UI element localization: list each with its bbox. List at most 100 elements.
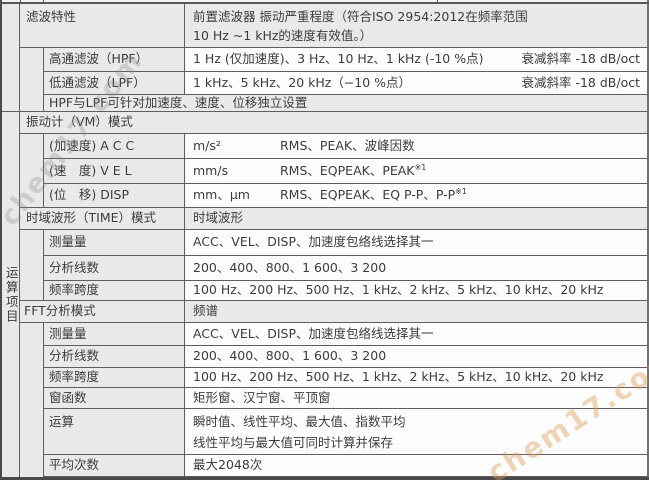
fft-calc-value-line1: 瞬时值、线性平均、最大值、指数平均 <box>193 413 406 429</box>
time-title-cell: 时域波形（TIME）模式 <box>20 208 185 230</box>
vm-acc-unit: m/s² <box>193 137 221 153</box>
time-span-value-cell: 100 Hz、200 Hz、500 Hz、1 kHz、2 kHz、5 kHz、1… <box>185 281 647 301</box>
fft-meas-label: 测量量 <box>49 325 87 341</box>
vm-disp-value-text: RMS、EQPEAK、EQ P-P、P-P <box>280 187 456 203</box>
hpf-value: 1 Hz (仅加速度)、3 Hz、10 Hz、1 kHz (-10 %点) <box>193 51 484 67</box>
fft-window-value: 矩形窗、汉宁窗、平顶窗 <box>193 389 331 405</box>
filter-note-cell: HPF与LPF可针对加速度、速度、位移独立设置 <box>44 95 647 112</box>
fft-title-value: 频谱 <box>193 303 219 319</box>
vm-title: 振动计（VM）模式 <box>26 114 133 130</box>
top-sliver-stub <box>20 0 21 2</box>
vm-disp-value-cell: mm、µm RMS、EQPEAK、EQ P-P、P-P※1 <box>185 184 647 208</box>
time-span-label: 频率跨度 <box>49 282 100 298</box>
time-span-value: 100 Hz、200 Hz、500 Hz、1 kHz、2 kHz、5 kHz、1… <box>193 282 604 298</box>
filter-desc-line2: 10 Hz ~1 kHz的速度有效值。） <box>193 27 373 43</box>
frame-right <box>647 0 649 480</box>
fft-span-label-cell: 频率跨度 <box>44 368 185 388</box>
top-sliver <box>2 0 647 2</box>
time-meas-value: ACC、VEL、DISP、加速度包络线选择其一 <box>193 234 434 250</box>
fft-title-value-cell: 频谱 <box>185 301 647 323</box>
vm-disp-label: (位 移) DISP <box>49 187 130 203</box>
fft-title-cell: FFT分析模式 <box>20 301 185 323</box>
hpf-label: 高通滤波（HPF） <box>49 51 149 67</box>
fft-lines-label: 分析线数 <box>49 348 100 364</box>
vm-acc-value: RMS、PEAK、波峰因数 <box>280 137 415 153</box>
vm-disp-unit: mm、µm <box>193 187 250 203</box>
time-title-value: 时域波形 <box>193 210 244 226</box>
top-border <box>0 2 649 4</box>
vm-acc-label-cell: (加速度) A C C <box>44 134 185 159</box>
fft-window-label: 窗函数 <box>49 389 87 405</box>
fft-lines-value: 200、400、800、1 600、3 200 <box>193 348 387 364</box>
filter-title: 滤波特性 <box>26 9 77 24</box>
vm-disp-value: RMS、EQPEAK、EQ P-P、P-P※1 <box>280 188 467 202</box>
filter-desc-line1: 前置滤波器 振动严重程度（符合ISO 2954:2012在频率范围 <box>193 8 528 24</box>
time-indent <box>20 230 44 301</box>
frame-left <box>0 0 2 480</box>
vm-acc-value-text: RMS、PEAK、波峰因数 <box>280 137 415 153</box>
fft-meas-value: ACC、VEL、DISP、加速度包络线选择其一 <box>193 325 434 341</box>
vm-acc-value-cell: m/s² RMS、PEAK、波峰因数 <box>185 134 647 159</box>
lpf-label-cell: 低通滤波（LPF） <box>44 72 185 95</box>
lpf-value-cell: 1 kHz、5 kHz、20 kHz（−10 %点） 衰减斜率 -18 dB/o… <box>185 72 647 95</box>
fft-span-value-cell: 100 Hz、200 Hz、500 Hz、1 kHz、2 kHz、5 kHz、1… <box>185 368 647 388</box>
time-lines-label-cell: 分析线数 <box>44 256 185 281</box>
fft-lines-label-cell: 分析线数 <box>44 346 185 368</box>
filter-desc-cell: 前置滤波器 振动严重程度（符合ISO 2954:2012在频率范围 10 Hz … <box>185 4 647 48</box>
fft-avg-label: 平均次数 <box>49 457 100 473</box>
fft-indent <box>20 323 44 477</box>
time-lines-value-cell: 200、400、800、1 600、3 200 <box>185 256 647 281</box>
category-cell-empty <box>2 4 20 112</box>
lpf-value: 1 kHz、5 kHz、20 kHz（−10 %点） <box>193 74 412 90</box>
lpf-slope: 衰减斜率 -18 dB/oct <box>521 74 640 90</box>
filter-indent <box>20 48 44 112</box>
fft-calc-value-cell: 瞬时值、线性平均、最大值、指数平均 线性平均与最大值可同时计算并保存 <box>185 409 647 455</box>
fft-meas-label-cell: 测量量 <box>44 323 185 346</box>
vm-disp-label-cell: (位 移) DISP <box>44 184 185 208</box>
vm-vel-value-text: RMS、EQPEAK、PEAK <box>280 162 415 178</box>
time-span-label-cell: 频率跨度 <box>44 281 185 301</box>
fft-lines-value-cell: 200、400、800、1 600、3 200 <box>185 346 647 368</box>
fft-window-label-cell: 窗函数 <box>44 388 185 409</box>
vm-vel-label-cell: (速 度) V E L <box>44 159 185 184</box>
hpf-label-cell: 高通滤波（HPF） <box>44 48 185 72</box>
vm-vel-label: (速 度) V E L <box>49 162 132 178</box>
vm-title-cell: 振动计（VM）模式 <box>20 112 647 134</box>
fft-avg-value: 最大2048次 <box>193 457 263 473</box>
fft-calc-label: 运算 <box>49 414 75 429</box>
category-label: 运算项目 <box>3 265 19 324</box>
filter-note: HPF与LPF可针对加速度、速度、位移独立设置 <box>49 95 308 110</box>
filter-title-cell: 滤波特性 <box>20 4 185 48</box>
time-lines-label: 分析线数 <box>49 259 100 275</box>
top-sliver-stub <box>43 0 44 2</box>
time-meas-value-cell: ACC、VEL、DISP、加速度包络线选择其一 <box>185 230 647 256</box>
fft-avg-label-cell: 平均次数 <box>44 455 185 477</box>
fft-avg-value-cell: 最大2048次 <box>185 455 647 477</box>
time-title: 时域波形（TIME）模式 <box>26 210 157 226</box>
vm-vel-unit: mm/s <box>193 162 229 178</box>
fft-meas-value-cell: ACC、VEL、DISP、加速度包络线选择其一 <box>185 323 647 346</box>
vm-vel-sup: ※1 <box>414 162 427 172</box>
vm-disp-sup: ※1 <box>455 187 467 197</box>
fft-window-value-cell: 矩形窗、汉宁窗、平顶窗 <box>185 388 647 409</box>
hpf-value-cell: 1 Hz (仅加速度)、3 Hz、10 Hz、1 kHz (-10 %点) 衰减… <box>185 48 647 72</box>
time-meas-label-cell: 测量量 <box>44 230 185 256</box>
fft-calc-label-cell: 运算 <box>44 409 185 455</box>
lpf-label: 低通滤波（LPF） <box>49 74 146 90</box>
fft-span-label: 频率跨度 <box>49 369 100 385</box>
frame-bottom <box>0 477 649 480</box>
time-title-value-cell: 时域波形 <box>185 208 647 230</box>
hpf-slope: 衰减斜率 -18 dB/oct <box>521 51 640 67</box>
time-meas-label: 测量量 <box>49 234 87 250</box>
time-lines-value: 200、400、800、1 600、3 200 <box>193 259 387 275</box>
vm-vel-value-cell: mm/s RMS、EQPEAK、PEAK※1 <box>185 159 647 184</box>
category-cell-label: 运算项目 <box>2 112 20 477</box>
vm-vel-value: RMS、EQPEAK、PEAK※1 <box>280 162 427 178</box>
top-sliver-stub <box>437 0 438 2</box>
fft-title: FFT分析模式 <box>24 303 96 319</box>
vm-indent <box>20 134 44 208</box>
fft-calc-value-line2: 线性平均与最大值可同时计算并保存 <box>193 434 394 450</box>
vm-acc-label: (加速度) A C C <box>49 137 135 153</box>
fft-span-value: 100 Hz、200 Hz、500 Hz、1 kHz、2 kHz、5 kHz、1… <box>193 369 604 385</box>
